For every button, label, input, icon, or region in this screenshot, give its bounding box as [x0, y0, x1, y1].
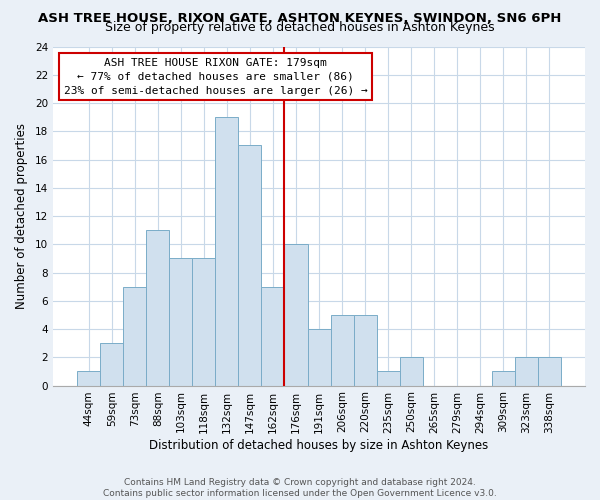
Text: Size of property relative to detached houses in Ashton Keynes: Size of property relative to detached ho… [105, 22, 495, 35]
Bar [100, 343, 123, 386]
Text: Contains HM Land Registry data © Crown copyright and database right 2024.
Contai: Contains HM Land Registry data © Crown c… [103, 478, 497, 498]
Bar [308, 329, 331, 386]
Bar [146, 230, 169, 386]
X-axis label: Distribution of detached houses by size in Ashton Keynes: Distribution of detached houses by size … [149, 440, 488, 452]
Bar [123, 286, 146, 386]
Bar [515, 358, 538, 386]
Bar [238, 146, 262, 386]
Bar [193, 258, 215, 386]
Bar [377, 372, 400, 386]
Text: ASH TREE HOUSE, RIXON GATE, ASHTON KEYNES, SWINDON, SN6 6PH: ASH TREE HOUSE, RIXON GATE, ASHTON KEYNE… [38, 12, 562, 24]
Bar [538, 358, 561, 386]
Y-axis label: Number of detached properties: Number of detached properties [15, 123, 28, 309]
Bar [353, 315, 377, 386]
Bar [262, 286, 284, 386]
Bar [169, 258, 193, 386]
Bar [331, 315, 353, 386]
Bar [400, 358, 422, 386]
Bar [215, 117, 238, 386]
Bar [77, 372, 100, 386]
Text: ASH TREE HOUSE RIXON GATE: 179sqm
← 77% of detached houses are smaller (86)
23% : ASH TREE HOUSE RIXON GATE: 179sqm ← 77% … [64, 58, 367, 96]
Bar [492, 372, 515, 386]
Bar [284, 244, 308, 386]
